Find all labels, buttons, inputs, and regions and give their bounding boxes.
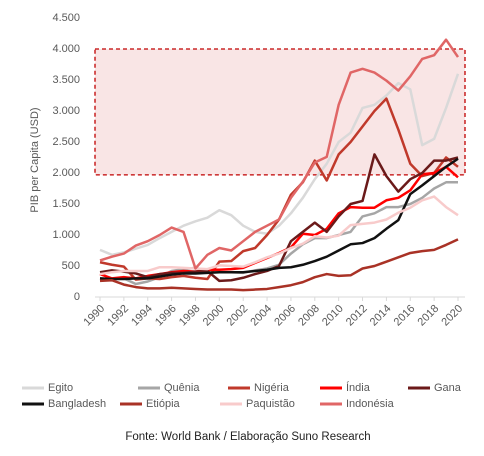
x-tick-label: 1994 [129,303,155,329]
x-tick-label: 1990 [81,303,107,329]
legend-label: Gana [434,382,462,394]
x-tick-label: 2016 [392,303,418,329]
x-tick-label: 1992 [105,303,131,329]
x-tick-label: 2014 [368,303,394,329]
x-tick-label: 2000 [201,303,227,329]
y-tick-label: 2.500 [52,136,80,148]
legend-label: Nigéria [254,382,290,394]
y-tick-label: 4.500 [52,12,80,24]
series-line [99,38,460,270]
legend-label: Bangladesh [48,398,106,410]
x-tick-label: 2012 [344,303,370,329]
y-tick-label: 2.000 [52,167,80,179]
x-tick-label: 2006 [272,303,298,329]
x-tick-label: 1996 [153,303,179,329]
y-tick-label: 3.000 [52,105,80,117]
y-tick-label: 1.000 [52,229,80,241]
series-line [99,165,459,280]
y-tick-label: 0 [74,291,80,303]
x-tick-label: 2010 [320,303,346,329]
y-tick-label: 3.500 [52,74,80,86]
y-axis-label: PIB per Capita (USD) [29,107,41,212]
legend-label: Indonésia [346,398,395,410]
legend-label: Etiópia [146,398,181,410]
y-tick-label: 4.000 [52,43,80,55]
series-line [99,153,459,283]
legend-label: Quênia [164,382,200,394]
legend-label: Egito [48,382,73,394]
x-tick-label: 2018 [416,303,442,329]
x-tick-label: 2008 [296,303,322,329]
series-line [99,238,459,292]
series-line [99,157,459,281]
x-tick-label: 1998 [177,303,203,329]
source: Fonte: World Bank / Elaboração Suno Rese… [125,431,370,443]
x-tick-label: 2020 [439,303,465,329]
series-line [99,195,459,276]
y-tick-label: 1.500 [52,198,80,210]
x-tick-label: 2004 [248,303,274,329]
y-tick-label: 500 [62,260,80,272]
highlight-band [94,48,466,176]
legend-label: Índia [346,381,371,394]
series-line [99,73,460,257]
legend-label: Paquistão [246,398,295,410]
x-tick-label: 2002 [225,303,251,329]
